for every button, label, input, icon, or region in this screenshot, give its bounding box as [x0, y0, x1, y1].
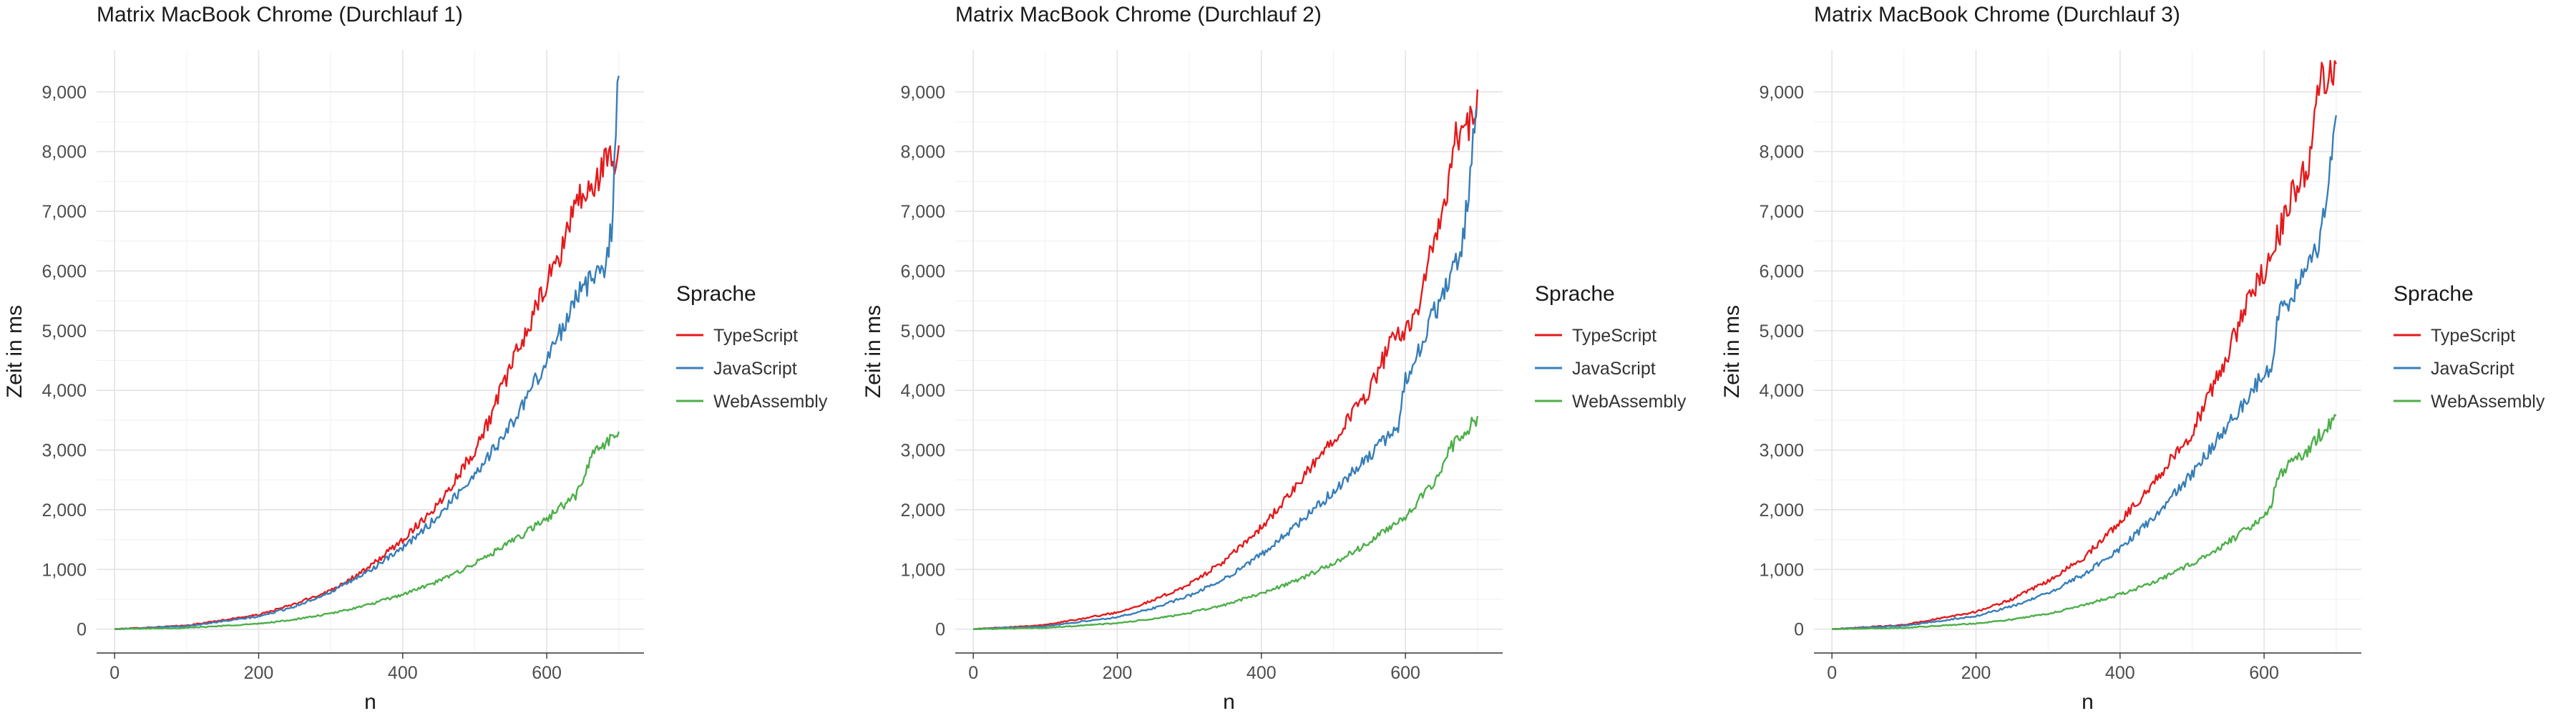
- legend-label-webassembly: WebAssembly: [713, 392, 828, 412]
- legend: Sprache TypeScript JavaScript WebAssembly: [676, 282, 828, 412]
- x-tick-label: 200: [1103, 663, 1133, 683]
- y-tick-label: 6,000: [1759, 261, 1804, 281]
- x-tick-label: 600: [1390, 663, 1420, 683]
- series-line-typescript: [1831, 59, 2337, 630]
- legend-label-typescript: TypeScript: [713, 326, 798, 346]
- series-line-typescript: [114, 145, 620, 630]
- legend: Sprache TypeScript JavaScript WebAssembly: [2394, 282, 2545, 412]
- y-tick-label: 3,000: [42, 441, 87, 461]
- x-tick-label: 200: [244, 663, 274, 683]
- series-line-webassembly: [114, 431, 620, 630]
- legend-label-typescript: TypeScript: [2431, 326, 2515, 346]
- y-axis-title: Zeit in ms: [862, 305, 885, 398]
- y-tick-label: 0: [1794, 620, 1804, 640]
- x-tick-label: 200: [1961, 663, 1991, 683]
- y-tick-label: 4,000: [1759, 381, 1804, 401]
- chart-panel-2: Matrix MacBook Chrome (Durchlauf 2) 0 1,00…: [859, 0, 1717, 716]
- legend-label-javascript: JavaScript: [713, 359, 797, 379]
- x-tick-label: 400: [1246, 663, 1277, 683]
- series-line-typescript: [973, 89, 1478, 630]
- y-tick-label: 0: [77, 620, 87, 640]
- y-tick-label: 6,000: [900, 261, 945, 281]
- x-tick-label: 0: [109, 663, 119, 683]
- x-tick-label: 600: [532, 663, 562, 683]
- chart-title: Matrix MacBook Chrome (Durchlauf 2): [955, 3, 1322, 26]
- legend-title: Sprache: [2394, 282, 2474, 306]
- y-tick-label: 1,000: [900, 560, 945, 580]
- y-tick-label: 5,000: [1759, 321, 1804, 342]
- grid: [955, 50, 1503, 653]
- y-tick-label: 7,000: [1759, 202, 1804, 222]
- x-tick-label: 400: [388, 663, 418, 683]
- legend-label-javascript: JavaScript: [2431, 359, 2514, 379]
- legend-title: Sprache: [1535, 282, 1615, 306]
- x-axis-title: n: [2082, 690, 2094, 714]
- x-axis: 0 200 400 600: [109, 653, 562, 683]
- series-line-webassembly: [1832, 414, 2337, 630]
- series-line-javascript: [114, 75, 620, 630]
- legend-label-webassembly: WebAssembly: [1572, 392, 1687, 412]
- chart-panel-3: Matrix MacBook Chrome (Durchlauf 3) 0 1,00…: [1717, 0, 2576, 716]
- y-tick-label: 3,000: [1759, 441, 1804, 461]
- x-axis: 0 200 400 600: [1827, 653, 2279, 683]
- chart-title: Matrix MacBook Chrome (Durchlauf 1): [97, 3, 463, 26]
- y-tick-label: 8,000: [42, 142, 87, 163]
- chart-panel-1: Matrix MacBook Chrome (Durchlauf 1) 0 1,00…: [0, 0, 859, 716]
- y-tick-label: 2,000: [1759, 500, 1804, 521]
- x-tick-label: 0: [1827, 663, 1837, 683]
- chart-title: Matrix MacBook Chrome (Durchlauf 3): [1814, 3, 2180, 26]
- legend-label-javascript: JavaScript: [1572, 359, 1656, 379]
- series-group: [1831, 59, 2337, 630]
- y-tick-label: 9,000: [900, 82, 945, 102]
- y-tick-label: 2,000: [42, 500, 87, 521]
- chart-svg-3: Matrix MacBook Chrome (Durchlauf 3) 0 1,00…: [1720, 3, 2545, 714]
- chart-svg-1: Matrix MacBook Chrome (Durchlauf 1) 0 1,00…: [3, 3, 828, 714]
- series-line-javascript: [1832, 115, 2337, 630]
- legend-title: Sprache: [676, 282, 756, 306]
- grid: [1814, 50, 2361, 653]
- legend-label-webassembly: WebAssembly: [2431, 392, 2545, 412]
- y-tick-label: 2,000: [900, 500, 945, 521]
- y-axis-title: Zeit in ms: [3, 305, 26, 398]
- x-axis-title: n: [364, 690, 376, 714]
- legend-label-typescript: TypeScript: [1572, 326, 1657, 346]
- y-tick-label: 1,000: [1759, 560, 1804, 580]
- y-tick-label: 9,000: [1759, 82, 1804, 102]
- y-tick-label: 7,000: [42, 202, 87, 222]
- series-line-webassembly: [973, 415, 1478, 630]
- y-tick-label: 5,000: [42, 321, 87, 342]
- x-tick-label: 400: [2105, 663, 2135, 683]
- y-tick-label: 7,000: [900, 202, 945, 222]
- y-axis: 0 1,000 2,000 3,000 4,000 5,000 6,000 7,000 8,00…: [42, 82, 87, 639]
- y-tick-label: 1,000: [42, 560, 87, 580]
- y-tick-label: 4,000: [900, 381, 945, 401]
- x-axis: 0 200 400 600: [968, 653, 1420, 683]
- y-tick-label: 0: [935, 620, 945, 640]
- legend: Sprache TypeScript JavaScript WebAssembly: [1535, 282, 1687, 412]
- y-tick-label: 5,000: [900, 321, 945, 342]
- y-tick-label: 6,000: [42, 261, 87, 281]
- series-group: [973, 89, 1478, 630]
- grid: [97, 50, 644, 653]
- x-axis-title: n: [1223, 690, 1235, 714]
- x-tick-label: 0: [968, 663, 978, 683]
- y-axis: 0 1,000 2,000 3,000 4,000 5,000 6,000 7,000 8,00…: [1759, 82, 1804, 639]
- y-tick-label: 3,000: [900, 441, 945, 461]
- y-tick-label: 8,000: [1759, 142, 1804, 163]
- y-axis-title: Zeit in ms: [1720, 305, 1744, 398]
- y-tick-label: 4,000: [42, 381, 87, 401]
- series-group: [114, 75, 620, 630]
- y-tick-label: 9,000: [42, 82, 87, 102]
- series-line-javascript: [973, 108, 1478, 630]
- y-tick-label: 8,000: [900, 142, 945, 163]
- x-tick-label: 600: [2249, 663, 2279, 683]
- chart-svg-2: Matrix MacBook Chrome (Durchlauf 2) 0 1,00…: [862, 3, 1687, 714]
- y-axis: 0 1,000 2,000 3,000 4,000 5,000 6,000 7,000 8,00…: [900, 82, 945, 639]
